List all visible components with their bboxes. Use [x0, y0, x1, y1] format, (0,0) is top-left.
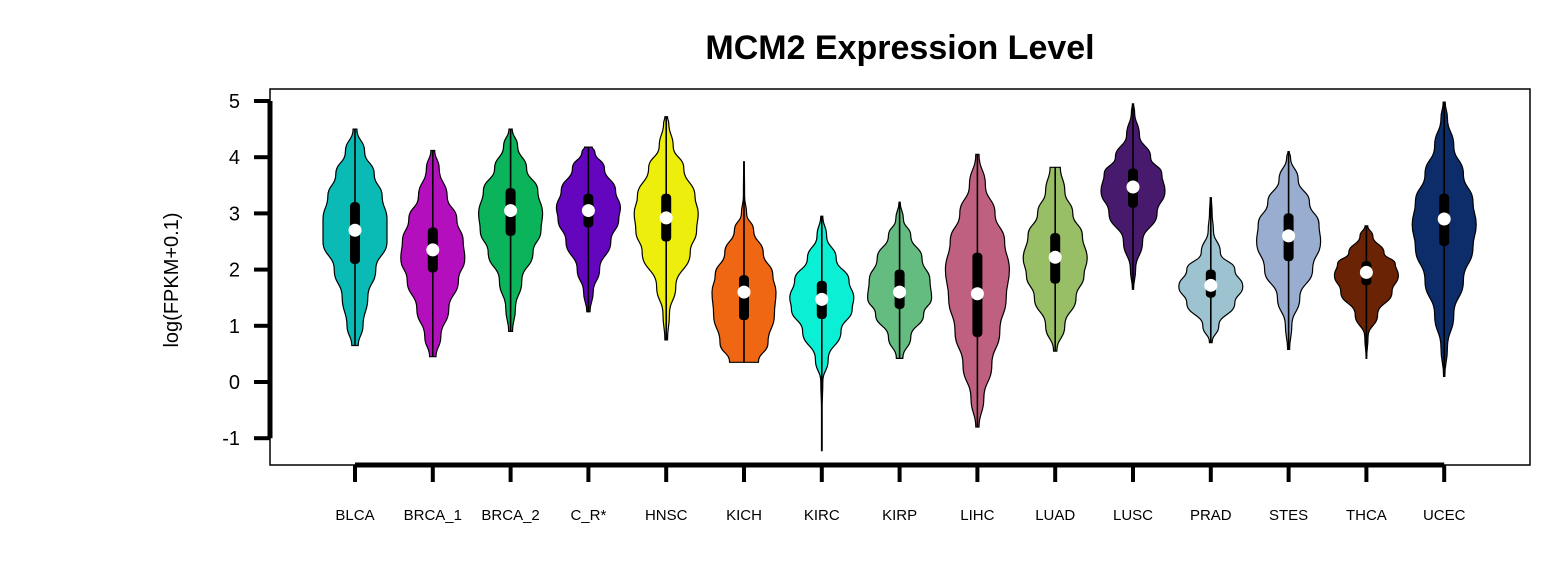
x-tick-label: KICH [726, 507, 762, 524]
violins [322, 101, 1477, 452]
violin-median-point [893, 285, 907, 299]
y-tick-label: 5 [229, 91, 240, 113]
violin-median-point [1437, 212, 1451, 226]
violin-brca-2 [477, 128, 544, 332]
violin-stes [1255, 150, 1322, 350]
x-tick-label: KIRP [882, 507, 917, 524]
violin-median-point [970, 287, 984, 301]
violin-ucec [1411, 101, 1477, 377]
violin-median-point [348, 223, 362, 237]
x-tick-label: LUSC [1113, 507, 1153, 524]
y-tick-label: 1 [229, 316, 240, 338]
violin-lihc [944, 153, 1011, 428]
violin-c-r- [555, 146, 622, 313]
violin-median-point [737, 285, 751, 299]
violin-luad [1022, 166, 1088, 352]
y-tick-label: -1 [222, 428, 240, 450]
chart-title: MCM2 Expression Level [705, 29, 1094, 67]
x-tick-label: C_R* [570, 507, 606, 524]
violin-hnsc [633, 116, 699, 341]
y-axis: -1 0 1 2 3 4 5 [222, 91, 273, 450]
x-axis: BLCA BRCA_1 BRCA_2 C_R* HNSC KICH KIRC KIRP LIHC… [335, 462, 1466, 524]
x-tick-label: STES [1269, 507, 1308, 524]
violin-brca-1 [400, 149, 466, 358]
violin-lusc [1100, 103, 1166, 290]
violin-median-point [1048, 250, 1062, 264]
violin-median-point [426, 243, 440, 257]
x-tick-label: LUAD [1035, 507, 1075, 524]
violin-thca [1333, 225, 1400, 359]
x-tick-label: KIRC [804, 507, 840, 524]
y-axis-label: log(FPKM+0.1) [161, 212, 183, 347]
x-tick-label: THCA [1346, 507, 1387, 524]
x-tick-label: HNSC [645, 507, 688, 524]
violin-kich [711, 161, 777, 363]
violin-kirp [866, 201, 933, 359]
violin-median-point [1126, 180, 1140, 194]
violin-median-point [581, 204, 595, 218]
violin-blca [322, 128, 388, 347]
violin-median-point [504, 204, 518, 218]
x-tick-label: BRCA_1 [404, 507, 462, 524]
x-tick-label: BLCA [335, 507, 374, 524]
x-tick-label: PRAD [1190, 507, 1232, 524]
violin-prad [1178, 197, 1244, 344]
x-tick-label: UCEC [1423, 507, 1466, 524]
violin-median-point [1282, 229, 1296, 243]
violin-median-point [1204, 278, 1218, 292]
y-tick-label: 0 [229, 372, 240, 394]
y-tick-label: 3 [229, 203, 240, 225]
y-tick-label: 2 [229, 260, 240, 282]
x-tick-label: LIHC [960, 507, 994, 524]
violin-kirc [789, 215, 855, 452]
y-tick-label: 4 [229, 147, 240, 169]
violin-median-point [1359, 265, 1373, 279]
x-tick-label: BRCA_2 [481, 507, 539, 524]
violin-median-point [659, 211, 673, 225]
violin-median-point [815, 292, 829, 306]
